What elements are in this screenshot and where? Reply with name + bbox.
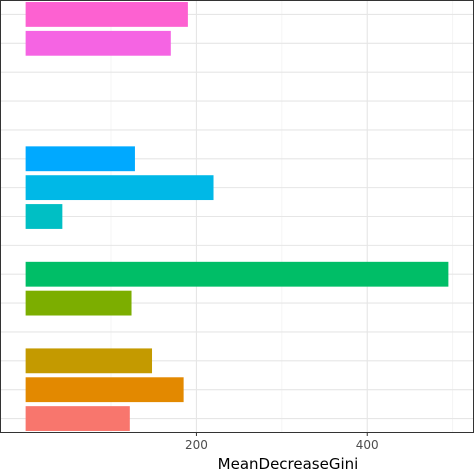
bars	[25, 2, 449, 431]
x-tick-label: 400	[356, 438, 379, 452]
x-tick-labels: 200 400	[185, 433, 379, 452]
bar	[25, 261, 449, 287]
bar	[25, 406, 130, 431]
x-axis-title: MeanDecreaseGini	[218, 455, 359, 473]
bar	[25, 204, 63, 229]
x-tick-label: 200	[185, 438, 208, 452]
bar	[25, 2, 188, 27]
bar	[25, 30, 171, 56]
bar	[25, 377, 184, 403]
bar	[25, 348, 153, 374]
bar	[25, 175, 214, 201]
bar	[25, 146, 135, 172]
bar	[25, 290, 132, 316]
